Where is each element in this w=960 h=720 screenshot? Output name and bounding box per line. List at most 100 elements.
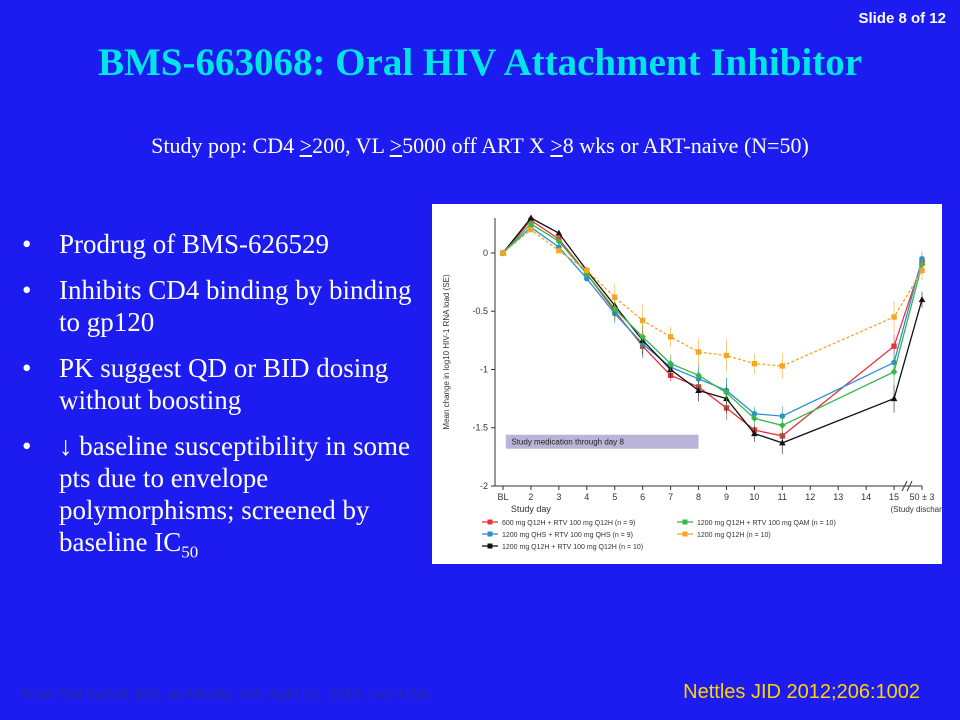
data-point [779,363,786,369]
subtitle-part: 5000 off ART X [402,133,551,158]
slide-title: BMS-663068: Oral HIV Attachment Inhibito… [97,41,863,84]
bullet-text: Prodrug of BMS-626529 [59,229,330,259]
study-medication-band [505,434,699,449]
bullet-dot: • [22,275,32,305]
x-tick-label: 14 [861,492,871,502]
study-medication-annotation: Study medication through day 8 [511,438,624,447]
data-point [612,294,618,300]
data-point [891,343,897,349]
subtitle-part: 200, VL [312,133,390,158]
chart-series-layer [499,214,926,454]
legend-label: 1200 mg Q12H + RTV 100 mg Q12H (n = 10) [502,544,643,551]
bullet-item: • Inhibits CD4 binding by binding to gp12… [22,274,432,338]
data-point [751,430,758,437]
bullet-subscript: 50 [181,542,199,562]
x-tick-label: 7 [668,492,673,502]
chart-legend: 600 mg Q12H + RTV 100 mg Q12H (n = 9) 120… [482,519,836,551]
subtitle-part: Study pop: CD4 [151,133,300,158]
axis-break-mark [906,480,913,492]
x-tick-label: 2 [528,492,533,502]
x-tick-label: 9 [724,492,729,502]
data-point [695,349,702,355]
data-point [667,360,674,368]
data-point [891,314,897,320]
series-line [502,219,923,437]
hiv-rna-chart: 0 -0.5 -1 -1.5 -2 Mean change in log10 HIV-1 … [432,204,954,564]
slide-number: Slide 8 of 12 [858,10,946,27]
bullet-dot: • [22,353,32,383]
series-line [502,217,923,444]
x-tick-label: 5 [612,492,617,502]
data-point [723,389,730,397]
legend-marker [487,531,493,537]
x-tick-label: 50 ± 3 [910,492,935,502]
data-point [751,414,758,422]
data-point [695,386,702,393]
data-point [695,371,702,379]
data-point [723,352,730,359]
bullet-list: • Prodrug of BMS-626529 • Inhibits CD4 bin… [22,228,432,582]
data-point [556,247,562,254]
data-point [584,275,590,282]
data-point [584,267,590,274]
data-point [751,360,758,367]
data-point [555,237,563,245]
legend-label: 1200 mg Q12H (n = 10) [697,532,771,539]
chart-axes: 0 -0.5 -1 -1.5 -2 Mean change in log10 HIV-1 … [442,218,954,514]
x-tick-label: 3 [556,492,561,502]
bullet-item: • Prodrug of BMS-626529 [22,228,432,260]
citation: Nettles JID 2012;206:1002 [683,681,920,703]
legend-marker [487,543,493,549]
legend-label: 1200 mg Q12H + RTV 100 mg QAM (n = 10) [697,520,836,527]
data-point [528,226,534,233]
source-credit: From RM Gulick, MD, at Atlanta, GA: Apri… [20,686,434,703]
subtitle-part: 8 wks or ART-naive (N=50) [562,133,809,158]
axis-break-mark [901,480,908,492]
y-tick-label: -2 [480,481,488,491]
x-tick-label: BL [497,492,508,502]
data-point [779,439,786,446]
y-tick-label: -1.5 [472,423,488,433]
data-point [527,220,535,228]
x-tick-label: 6 [640,492,645,502]
data-point [500,250,506,256]
data-point [667,334,674,340]
x-axis-label: Study day [511,504,552,514]
legend-label: 600 mg Q12H + RTV 100 mg Q12H (n = 9) [502,520,635,527]
bullet-dot: • [22,431,32,461]
data-point [919,267,925,274]
x-tick-label: 8 [696,492,701,502]
data-point [639,317,646,324]
legend-marker [682,531,688,537]
y-tick-label: -1 [480,364,488,374]
bullet-text: Inhibits CD4 binding by binding to gp120 [59,275,412,337]
x-tick-label: 12 [805,492,815,502]
data-point [527,214,535,221]
y-axis-label: Mean change in log10 HIV-1 RNA load (SE) [442,274,451,430]
legend-label: 1200 mg QHS + RTV 100 mg QHS (n = 9) [502,532,633,539]
series-line [502,226,923,417]
y-tick-label: -0.5 [472,306,488,316]
bullet-text: PK suggest QD or BID dosing without boos… [59,353,389,415]
bullet-dot: • [22,229,32,259]
data-point [555,229,563,236]
ge-sign: > [389,133,403,158]
data-point [918,296,926,303]
bullet-item: • ↓ baseline susceptibility in some pts d… [22,430,432,568]
ge-sign: > [299,133,313,158]
x-tick-label: 4 [584,492,589,502]
data-point [639,333,646,341]
bullet-text: ↓ baseline susceptibility in some pts du… [59,431,410,557]
data-point [779,421,786,429]
x-axis-note: (Study discharge) [891,505,942,514]
legend-marker [682,519,688,525]
bullet-item: • PK suggest QD or BID dosing without boo… [22,352,432,416]
study-population: Study pop: CD4 >200, VL >5000 off ART X … [0,133,960,159]
x-tick-label: 15 [889,492,899,502]
data-point [890,395,898,402]
data-point [890,368,898,376]
ge-sign: > [550,133,563,158]
x-tick-label: 13 [833,492,843,502]
legend-marker [487,519,493,525]
chart-svg: 0 -0.5 -1 -1.5 -2 Mean change in log10 HIV-1 … [442,214,954,551]
